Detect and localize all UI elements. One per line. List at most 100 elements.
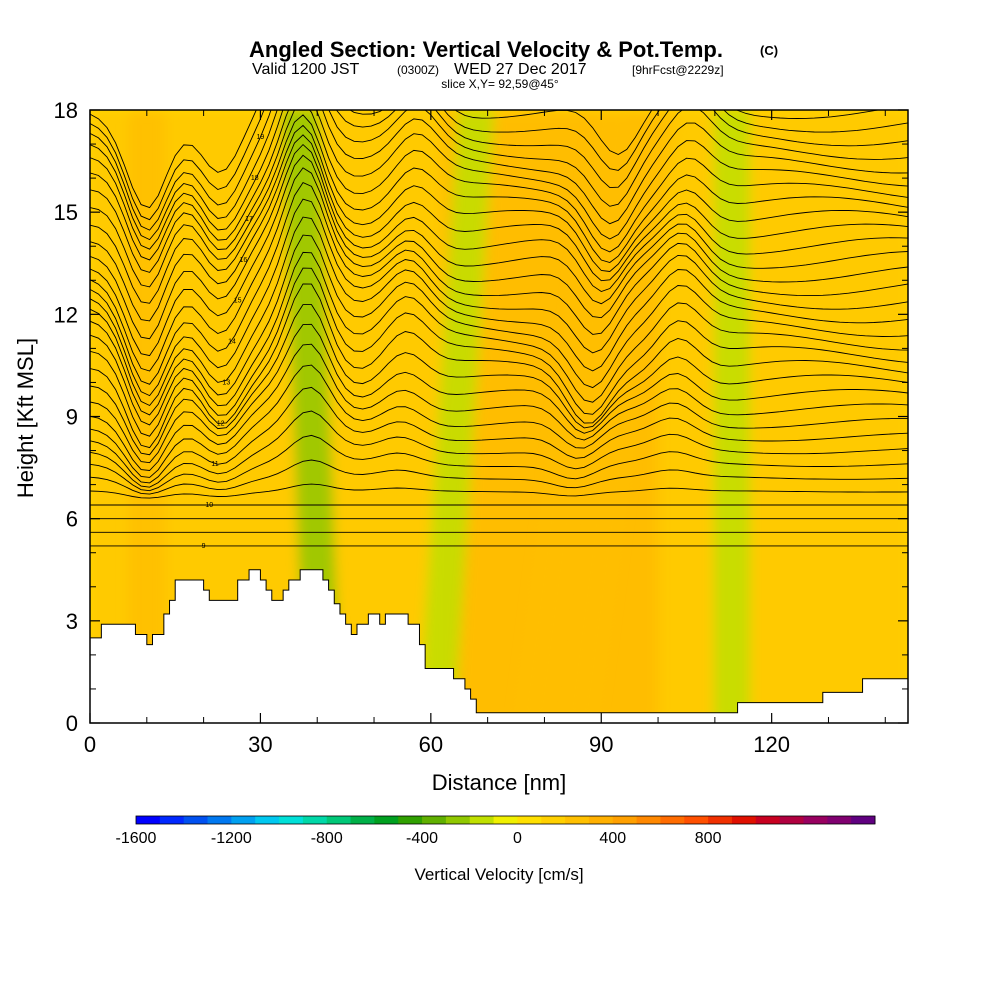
- colorbar-tick-label: 400: [599, 830, 626, 847]
- contour-line: [90, 364, 908, 478]
- contour-label: 12: [217, 420, 225, 427]
- colorbar-swatch: [159, 816, 185, 824]
- contour-line: [90, 143, 908, 340]
- x-tick-label: 60: [419, 732, 443, 757]
- downdraft-band: [713, 110, 751, 723]
- valid-date: WED 27 Dec 2017: [454, 61, 587, 78]
- updraft-band: [560, 110, 677, 723]
- colorbar-swatch: [779, 816, 804, 824]
- contour-line: [90, 234, 908, 416]
- terrain-outline: [90, 569, 908, 714]
- contour-label: 13: [222, 379, 230, 386]
- colorbar-swatch: [541, 816, 566, 824]
- contour-label: 11: [211, 461, 218, 468]
- x-tick-label: 120: [753, 732, 790, 757]
- colorbar-tick-label: 0: [513, 830, 522, 847]
- vertical-velocity-field: [90, 110, 908, 723]
- contour-line: [90, 182, 908, 385]
- colorbar-swatch: [660, 816, 685, 824]
- downdraft-band: [418, 110, 495, 723]
- colorbar-swatch: [731, 816, 757, 824]
- x-axis-label: Distance [nm]: [432, 770, 567, 795]
- valid-prefix: Valid 1200 JST: [252, 61, 360, 78]
- y-tick-label: 0: [66, 711, 78, 736]
- y-tick-label: 18: [54, 98, 78, 123]
- contour-label: 19: [257, 134, 265, 141]
- colorbar-swatch: [755, 816, 781, 824]
- colorbar-swatch: [851, 816, 876, 824]
- colorbar-swatch: [207, 816, 232, 824]
- x-tick-label: 90: [589, 732, 613, 757]
- chart-title-units: (C): [760, 43, 778, 58]
- contour-line: [90, 304, 908, 456]
- colorbar-swatch: [827, 816, 852, 824]
- colorbar-swatch: [326, 816, 352, 824]
- contour-label: 18: [251, 175, 259, 182]
- contour-label: 17: [245, 216, 253, 223]
- contour-line: [90, 114, 908, 288]
- contour-line: [90, 216, 908, 407]
- contour-line: [90, 386, 908, 484]
- pot-temp-contours: 9 10 11 12 13 14 15 16 17 18 19: [90, 110, 908, 550]
- valid-z: (0300Z): [397, 63, 439, 77]
- colorbar-swatch: [565, 816, 590, 824]
- updraft-band: [514, 110, 631, 723]
- terrain: [90, 569, 908, 723]
- chart-title: Angled Section: Vertical Velocity & Pot.…: [249, 37, 723, 62]
- contour-label: 16: [239, 257, 247, 264]
- y-tick-label: 15: [54, 200, 78, 225]
- y-axis-label: Height [Kft MSL]: [13, 338, 38, 498]
- contour-line: [90, 343, 908, 471]
- contour-line: [90, 283, 908, 449]
- x-tick-label: 30: [248, 732, 272, 757]
- contour-line: [90, 110, 908, 250]
- contour-line: [90, 267, 908, 437]
- colorbar-tick-label: -800: [311, 830, 343, 847]
- x-axis-ticks: 0 30 60 90 120: [84, 110, 886, 757]
- colorbar-tick-label: -400: [406, 830, 438, 847]
- contour-line: [90, 410, 908, 488]
- colorbar-label: Vertical Velocity [cm/s]: [414, 865, 583, 884]
- contour-line: [90, 110, 908, 261]
- colorbar-swatch: [684, 816, 709, 824]
- contour-label: 14: [228, 339, 236, 346]
- colorbar-swatch: [588, 816, 614, 824]
- y-tick-label: 3: [66, 609, 78, 634]
- colorbar-tick-label: 800: [695, 830, 722, 847]
- colorbar-swatch: [183, 816, 209, 824]
- contour-line: [90, 110, 908, 241]
- x-tick-label: 0: [84, 732, 96, 757]
- valid-time-line: Valid 1200 JST (0300Z) WED 27 Dec 2017 […: [252, 61, 724, 78]
- colorbar-swatch: [374, 816, 399, 824]
- colorbar-swatch: [493, 816, 518, 824]
- contour-line: [90, 167, 908, 372]
- y-tick-label: 9: [66, 405, 78, 430]
- contour-line: [90, 434, 908, 492]
- contour-line: [90, 134, 908, 322]
- contour-line: [90, 198, 908, 397]
- contour-line: [90, 251, 908, 426]
- plot-area: 9 10 11 12 13 14 15 16 17 18 19: [90, 110, 908, 723]
- colorbar-swatch: [445, 816, 471, 824]
- contour-label: 15: [234, 298, 242, 305]
- contour-line: [90, 110, 908, 273]
- colorbar-swatch: [803, 816, 828, 824]
- colorbar-swatch: [612, 816, 638, 824]
- colorbar-tick-label: -1200: [211, 830, 252, 847]
- slice-label: slice X,Y= 92,59@45°: [441, 77, 559, 91]
- contour-label: 10: [205, 502, 213, 509]
- forecast-label: [9hrFcst@2229z]: [632, 63, 724, 77]
- contour-line: [90, 154, 908, 357]
- colorbar-swatch: [708, 816, 733, 824]
- colorbar-frame: [135, 815, 876, 825]
- colorbar-swatch: [350, 816, 375, 824]
- colorbar-swatch: [279, 816, 304, 824]
- colorbar-swatch: [398, 816, 423, 824]
- contour-label: 9: [202, 543, 206, 550]
- colorbar-tick-label: -1600: [116, 830, 157, 847]
- y-tick-label: 6: [66, 507, 78, 532]
- colorbar-swatch: [231, 816, 256, 824]
- colorbar-swatch: [422, 816, 447, 824]
- contour-line: [90, 459, 908, 495]
